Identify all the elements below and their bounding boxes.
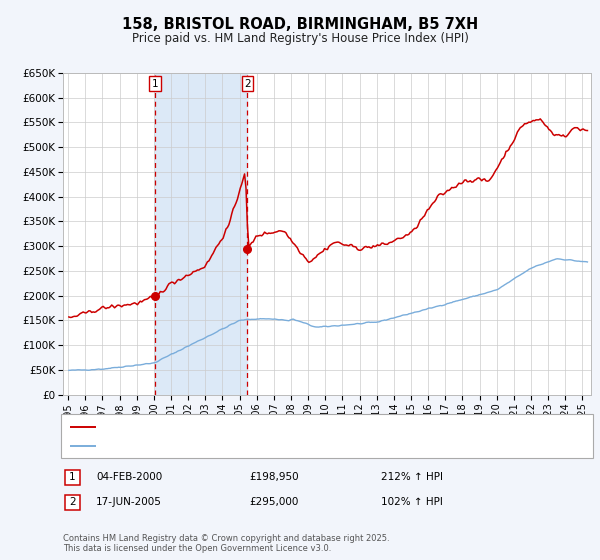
Text: Price paid vs. HM Land Registry's House Price Index (HPI): Price paid vs. HM Land Registry's House … [131, 32, 469, 45]
Text: 158, BRISTOL ROAD, BIRMINGHAM, B5 7XH: 158, BRISTOL ROAD, BIRMINGHAM, B5 7XH [122, 17, 478, 32]
Text: £198,950: £198,950 [249, 472, 299, 482]
Text: Contains HM Land Registry data © Crown copyright and database right 2025.
This d: Contains HM Land Registry data © Crown c… [63, 534, 389, 553]
Text: 2: 2 [244, 79, 251, 88]
Text: 158, BRISTOL ROAD, BIRMINGHAM, B5 7XH (semi-detached house): 158, BRISTOL ROAD, BIRMINGHAM, B5 7XH (s… [102, 422, 436, 432]
Text: HPI: Average price, semi-detached house, Birmingham: HPI: Average price, semi-detached house,… [102, 441, 375, 451]
Text: 1: 1 [152, 79, 159, 88]
Text: 212% ↑ HPI: 212% ↑ HPI [381, 472, 443, 482]
Text: 1: 1 [69, 472, 76, 482]
Bar [155, 73, 247, 395]
Text: 04-FEB-2000: 04-FEB-2000 [96, 472, 162, 482]
Text: 17-JUN-2005: 17-JUN-2005 [96, 497, 162, 507]
Text: £295,000: £295,000 [249, 497, 298, 507]
Text: 102% ↑ HPI: 102% ↑ HPI [381, 497, 443, 507]
Text: 2: 2 [69, 497, 76, 507]
